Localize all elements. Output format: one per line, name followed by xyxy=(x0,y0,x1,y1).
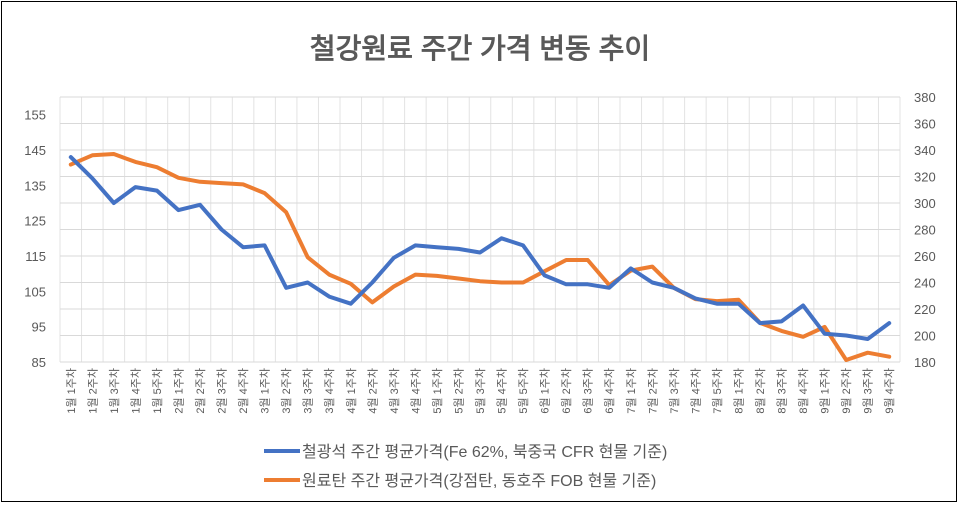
x-axis-tick-label: 5월 4주차 xyxy=(496,368,509,414)
legend-label-iron-ore: 철광석 주간 평균가격(Fe 62%, 북중국 CFR 현물 기준) xyxy=(302,443,667,461)
x-axis-tick-label: 1월 4주차 xyxy=(129,368,142,414)
right-axis-tick-label: 380 xyxy=(914,90,936,105)
x-axis-tick-label: 3월 4주차 xyxy=(323,368,336,414)
left-axis-tick-label: 105 xyxy=(24,284,46,299)
x-axis-tick-label: 8월 1주차 xyxy=(732,368,745,414)
right-axis-tick-label: 300 xyxy=(914,196,936,211)
x-axis-tick-label: 6월 1주차 xyxy=(539,368,552,414)
x-axis-tick-label: 7월 5주차 xyxy=(711,368,724,414)
x-axis-tick-label: 4월 2주차 xyxy=(366,368,379,414)
left-axis-tick-label: 95 xyxy=(32,320,46,335)
right-axis-tick-label: 260 xyxy=(914,249,936,264)
x-axis-tick-label: 4월 3주차 xyxy=(388,368,401,414)
x-axis-tick-label: 2월 4주차 xyxy=(237,368,250,414)
x-axis-tick-label: 3월 3주차 xyxy=(302,368,315,414)
right-axis-tick-label: 340 xyxy=(914,143,936,158)
x-axis-tick-label: 2월 3주차 xyxy=(216,368,229,414)
left-axis-tick-label: 155 xyxy=(24,108,46,123)
x-axis-tick-label: 5월 1주차 xyxy=(431,368,444,414)
chart-title: 철강원료 주간 가격 변동 추이 xyxy=(310,33,650,64)
right-axis-tick-label: 280 xyxy=(914,223,936,238)
x-axis-tick-label: 6월 2주차 xyxy=(560,368,573,414)
right-axis-tick-label: 180 xyxy=(914,355,936,370)
x-axis-tick-label: 1월 5주차 xyxy=(151,368,164,414)
left-axis-tick-label: 145 xyxy=(24,143,46,158)
x-axis-tick-label: 1월 2주차 xyxy=(86,368,99,414)
x-axis-tick-label: 3월 2주차 xyxy=(280,368,293,414)
coking-coal-series-line xyxy=(68,152,892,362)
x-axis-tick-label: 5월 3주차 xyxy=(474,368,487,414)
x-axis-tick-label: 4월 1주차 xyxy=(345,368,358,414)
x-axis-tick-label: 9월 4주차 xyxy=(883,368,896,414)
x-axis-tick-label: 7월 4주차 xyxy=(689,368,702,414)
x-axis-tick-label: 8월 2주차 xyxy=(754,368,767,414)
x-axis-tick-label: 8월 4주차 xyxy=(797,368,810,414)
x-axis-tick-label: 9월 3주차 xyxy=(862,368,875,414)
x-axis-tick-label: 7월 2주차 xyxy=(646,368,659,414)
x-axis-tick-label: 6월 3주차 xyxy=(582,368,595,414)
right-axis-tick-label: 320 xyxy=(914,170,936,185)
x-axis-tick-label: 1월 3주차 xyxy=(108,368,121,414)
x-axis-tick-label: 1월 1주차 xyxy=(65,368,78,414)
left-axis-tick-label: 135 xyxy=(24,178,46,193)
right-axis-tick-label: 220 xyxy=(914,302,936,317)
right-axis-tick-label: 200 xyxy=(914,329,936,344)
axes: 180 200 220 240 260 280 300 320 340 360 380 85 95 105… xyxy=(24,90,935,414)
x-axis-tick-label: 2월 2주차 xyxy=(194,368,207,414)
legend-label-coking-coal: 원료탄 주간 평균가격(강점탄, 동호주 FOB 현물 기준) xyxy=(302,472,656,490)
x-axis-tick-label: 5월 2주차 xyxy=(452,368,465,414)
x-axis-tick-label: 7월 3주차 xyxy=(668,368,681,414)
x-axis-tick-label: 8월 3주차 xyxy=(776,368,789,414)
iron-ore-series-line xyxy=(68,155,892,341)
right-axis-tick-label: 360 xyxy=(914,117,936,132)
x-axis-tick-label: 4월 4주차 xyxy=(409,368,422,414)
left-axis-tick-label: 115 xyxy=(25,249,46,264)
x-axis-tick-label: 7월 1주차 xyxy=(625,368,638,414)
legend: 철광석 주간 평균가격(Fe 62%, 북중국 CFR 현물 기준) 원료탄 주… xyxy=(264,443,667,490)
x-axis-tick-label: 9월 1주차 xyxy=(819,368,832,414)
x-axis-tick-label: 2월 1주차 xyxy=(172,368,185,414)
left-axis-tick-label: 85 xyxy=(32,355,46,370)
right-axis-tick-label: 240 xyxy=(914,276,936,291)
series-lines xyxy=(68,152,892,362)
x-axis-tick-label: 3월 1주차 xyxy=(259,368,272,414)
x-axis-tick-label: 9월 2주차 xyxy=(840,368,853,414)
left-axis-tick-label: 125 xyxy=(24,214,46,229)
x-axis-tick-label: 6월 4주차 xyxy=(603,368,616,414)
x-axis-tick-label: 5월 5주차 xyxy=(517,368,530,414)
